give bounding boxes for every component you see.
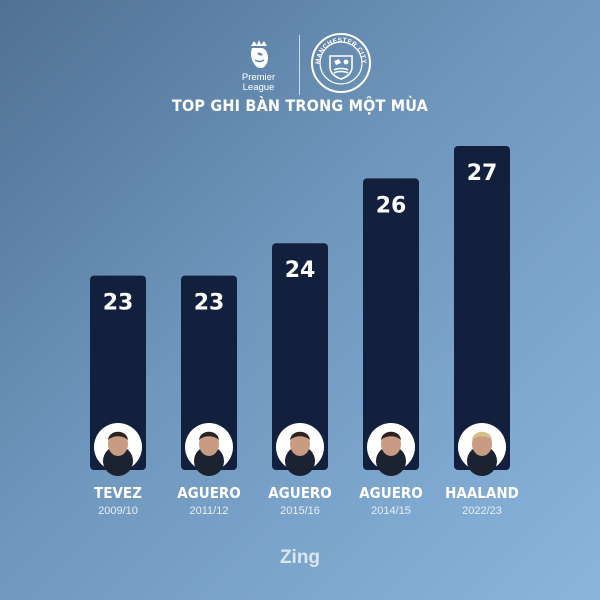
premier-league-text: Premier League [241,71,276,93]
premier-league-logo: Premier League [229,38,289,93]
player-face-icon [472,432,492,456]
season-label: 2022/23 [462,505,502,517]
bar-value-label: 24 [285,258,316,283]
player-shirt-icon [103,446,133,476]
lion-crown-icon [250,39,268,68]
player-hair-icon [472,431,492,440]
player-hair-icon [381,431,401,440]
player-face-icon [381,432,401,456]
player-name: AGUERO [177,484,241,502]
season-label: 2011/12 [190,505,229,517]
bar [454,146,510,470]
player-name: TEVEZ [94,484,142,502]
player-shirt-icon [376,446,406,476]
player-hair-icon [290,431,310,440]
watermark: Zing [279,547,321,568]
player-shirt-icon [467,446,497,476]
player-name: AGUERO [359,484,423,502]
player-hair-icon [108,431,128,440]
logo-row: Premier League MANCHESTER CITY [0,32,600,98]
chart-title: TOP GHI BÀN TRONG MỘT MÙA [171,96,429,115]
bar [363,178,419,470]
player-shirt-icon [285,446,315,476]
bar-value-label: 26 [376,193,407,218]
season-label: 2015/16 [280,505,320,517]
bar-value-label: 23 [103,291,134,316]
player-face-icon [108,432,128,456]
logo-divider [298,35,300,95]
bar-value-label: 27 [467,161,498,186]
season-label: 2014/15 [371,505,411,517]
bar [181,275,237,470]
season-label: 2009/10 [98,505,138,517]
player-shirt-icon [194,446,224,476]
player-name: HAALAND [445,484,519,502]
player-face-icon [290,432,310,456]
bar [90,275,146,470]
player-face-icon [199,432,219,456]
bar [272,243,328,470]
player-hair-icon [199,431,219,440]
manchester-city-crest-icon: MANCHESTER CITY [310,32,372,99]
bar-value-label: 23 [194,291,225,316]
player-name: AGUERO [268,484,332,502]
